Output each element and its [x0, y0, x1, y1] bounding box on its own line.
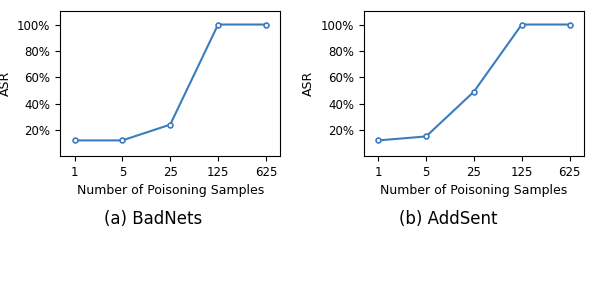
- Y-axis label: ASR: ASR: [0, 71, 11, 96]
- Y-axis label: ASR: ASR: [302, 71, 315, 96]
- X-axis label: Number of Poisoning Samples: Number of Poisoning Samples: [76, 185, 264, 197]
- Text: (b) AddSent: (b) AddSent: [399, 210, 498, 228]
- Text: (a) BadNets: (a) BadNets: [104, 210, 203, 228]
- X-axis label: Number of Poisoning Samples: Number of Poisoning Samples: [380, 185, 568, 197]
